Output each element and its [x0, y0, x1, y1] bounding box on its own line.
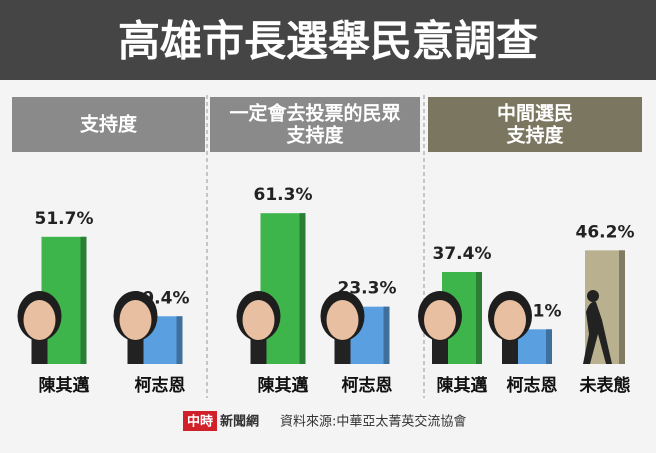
silhouette-head — [587, 290, 599, 302]
panel-title: 支持度 — [79, 113, 138, 136]
value-label: 37.4% — [433, 244, 492, 264]
category-label: 柯志恩 — [507, 375, 558, 396]
portrait-face — [326, 300, 359, 340]
panel-header — [428, 97, 642, 152]
bar-edge — [176, 316, 183, 364]
portrait-face — [494, 300, 526, 340]
panel-header — [210, 97, 420, 152]
portrait-body — [334, 338, 351, 364]
bar-edge — [619, 250, 625, 364]
portrait-body — [250, 338, 267, 364]
panel-header — [12, 97, 205, 152]
category-label: 陳其邁 — [258, 375, 309, 396]
title-bar — [0, 0, 656, 80]
portrait-face — [424, 300, 456, 340]
portrait-face — [119, 300, 152, 340]
bar-edge — [546, 329, 552, 364]
category-label: 未表態 — [579, 375, 631, 396]
bar-edge — [383, 306, 390, 364]
portrait-body — [31, 338, 48, 364]
logo: 中時 — [187, 414, 213, 430]
panel-title: 支持度 — [505, 124, 564, 147]
silhouette — [583, 301, 612, 364]
logo-box — [183, 411, 217, 431]
portrait-body — [502, 338, 518, 364]
bar-edge — [80, 236, 87, 364]
value-label: 46.2% — [576, 222, 635, 242]
panel-title: 一定會去投票的民眾 — [229, 102, 400, 125]
portrait-body — [127, 338, 144, 364]
source: 資料來源:中華亞太菁英交流協會 — [280, 414, 466, 430]
panel-title: 支持度 — [285, 124, 344, 147]
bar-edge — [476, 271, 482, 364]
bar-edge — [299, 213, 306, 364]
portrait-face — [242, 300, 275, 340]
portrait-body — [432, 338, 448, 364]
category-label: 柯志恩 — [135, 375, 186, 396]
value-label: 51.7% — [35, 209, 94, 229]
bar — [260, 213, 306, 364]
category-label: 陳其邁 — [39, 375, 90, 396]
value-label: 61.3% — [254, 185, 313, 205]
category-label: 柯志恩 — [342, 375, 393, 396]
panel-title: 中間選民 — [497, 102, 573, 125]
main-title: 高雄市長選舉民意調查 — [118, 17, 538, 66]
portrait-face — [23, 300, 56, 340]
logo-text: 新聞網 — [220, 414, 259, 430]
category-label: 陳其邁 — [437, 375, 488, 396]
